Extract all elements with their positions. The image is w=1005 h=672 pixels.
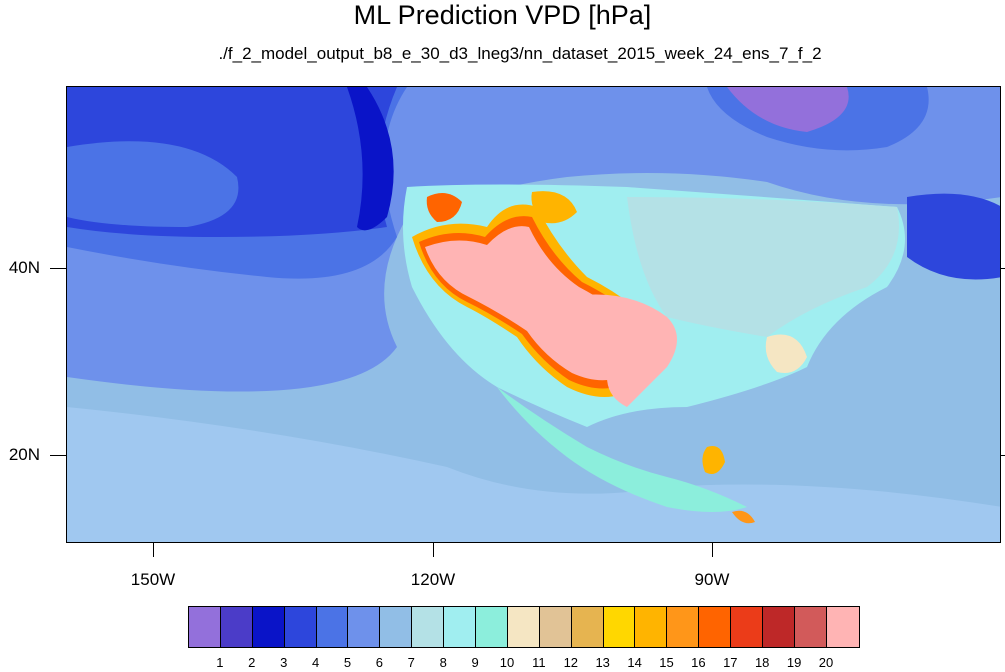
lat-tick-40n [50,268,66,269]
lon-tick-90w [712,543,713,557]
colorbar-tick-label: 13 [595,655,610,670]
colorbar-tick-label: 6 [375,655,383,670]
colorbar-swatch [731,607,764,647]
vpd-field [67,87,1000,542]
colorbar-tick-label: 19 [786,655,802,670]
colorbar-swatch [412,607,445,647]
lat-label-20n: 20N [8,445,40,464]
colorbar-tick-label: 2 [248,655,256,670]
colorbar-swatch [507,607,540,647]
colorbar-tick-label: 16 [691,655,706,670]
lon-label-120w: 120W [410,570,456,589]
lon-tick-150w [153,543,154,557]
colorbar-swatch [252,607,285,647]
colorbar-tick-label: 5 [343,655,352,670]
colorbar-tick-label: 4 [311,655,320,670]
colorbar-tick-label: 12 [563,655,579,670]
colorbar-swatch [571,607,604,647]
vpd-colorbar [188,606,860,648]
colorbar-swatch [763,607,795,647]
colorbar-swatch [826,607,859,647]
colorbar-tick-label: 14 [627,655,642,670]
map-subtitle: ./f_2_model_output_b8_e_30_d3_lneg3/nn_d… [218,44,822,63]
colorbar-swatch [348,607,381,647]
colorbar-swatch [476,607,508,647]
colorbar-swatch [539,607,572,647]
lat-tick-20n [50,455,66,456]
lat-tick-40n-right [1001,268,1005,269]
colorbar-tick-label: 18 [754,655,770,670]
colorbar-swatch [444,607,477,647]
colorbar-tick-label: 15 [659,655,674,670]
colorbar-tick-label: 1 [216,655,224,670]
colorbar-tick-label: 11 [532,655,546,670]
colorbar-tick-label: 8 [439,655,447,670]
colorbar-swatch [699,607,732,647]
colorbar-swatch [603,607,636,647]
colorbar-tick-label: 20 [818,655,834,670]
map-title: ML Prediction VPD [hPa] [353,0,652,30]
colorbar-swatch [794,607,827,647]
colorbar-swatch [667,607,700,647]
colorbar-tick-label: 10 [499,655,515,670]
colorbar-tick-label: 3 [280,655,288,670]
lat-tick-20n-right [1001,455,1005,456]
colorbar-tick-label: 9 [471,655,479,670]
colorbar-swatch [220,607,253,647]
colorbar-swatch [635,607,668,647]
lon-label-150w: 150W [130,570,176,589]
lon-label-90w: 90W [694,570,730,589]
colorbar-tick-label: 7 [407,655,415,670]
lon-tick-120w [433,543,434,557]
colorbar-swatch [284,607,317,647]
colorbar-swatch [316,607,349,647]
lat-label-40n: 40N [8,258,40,277]
colorbar-swatch [380,607,413,647]
vpd-map [66,86,1001,543]
colorbar-swatch [189,607,221,647]
colorbar-tick-label: 17 [723,655,738,670]
